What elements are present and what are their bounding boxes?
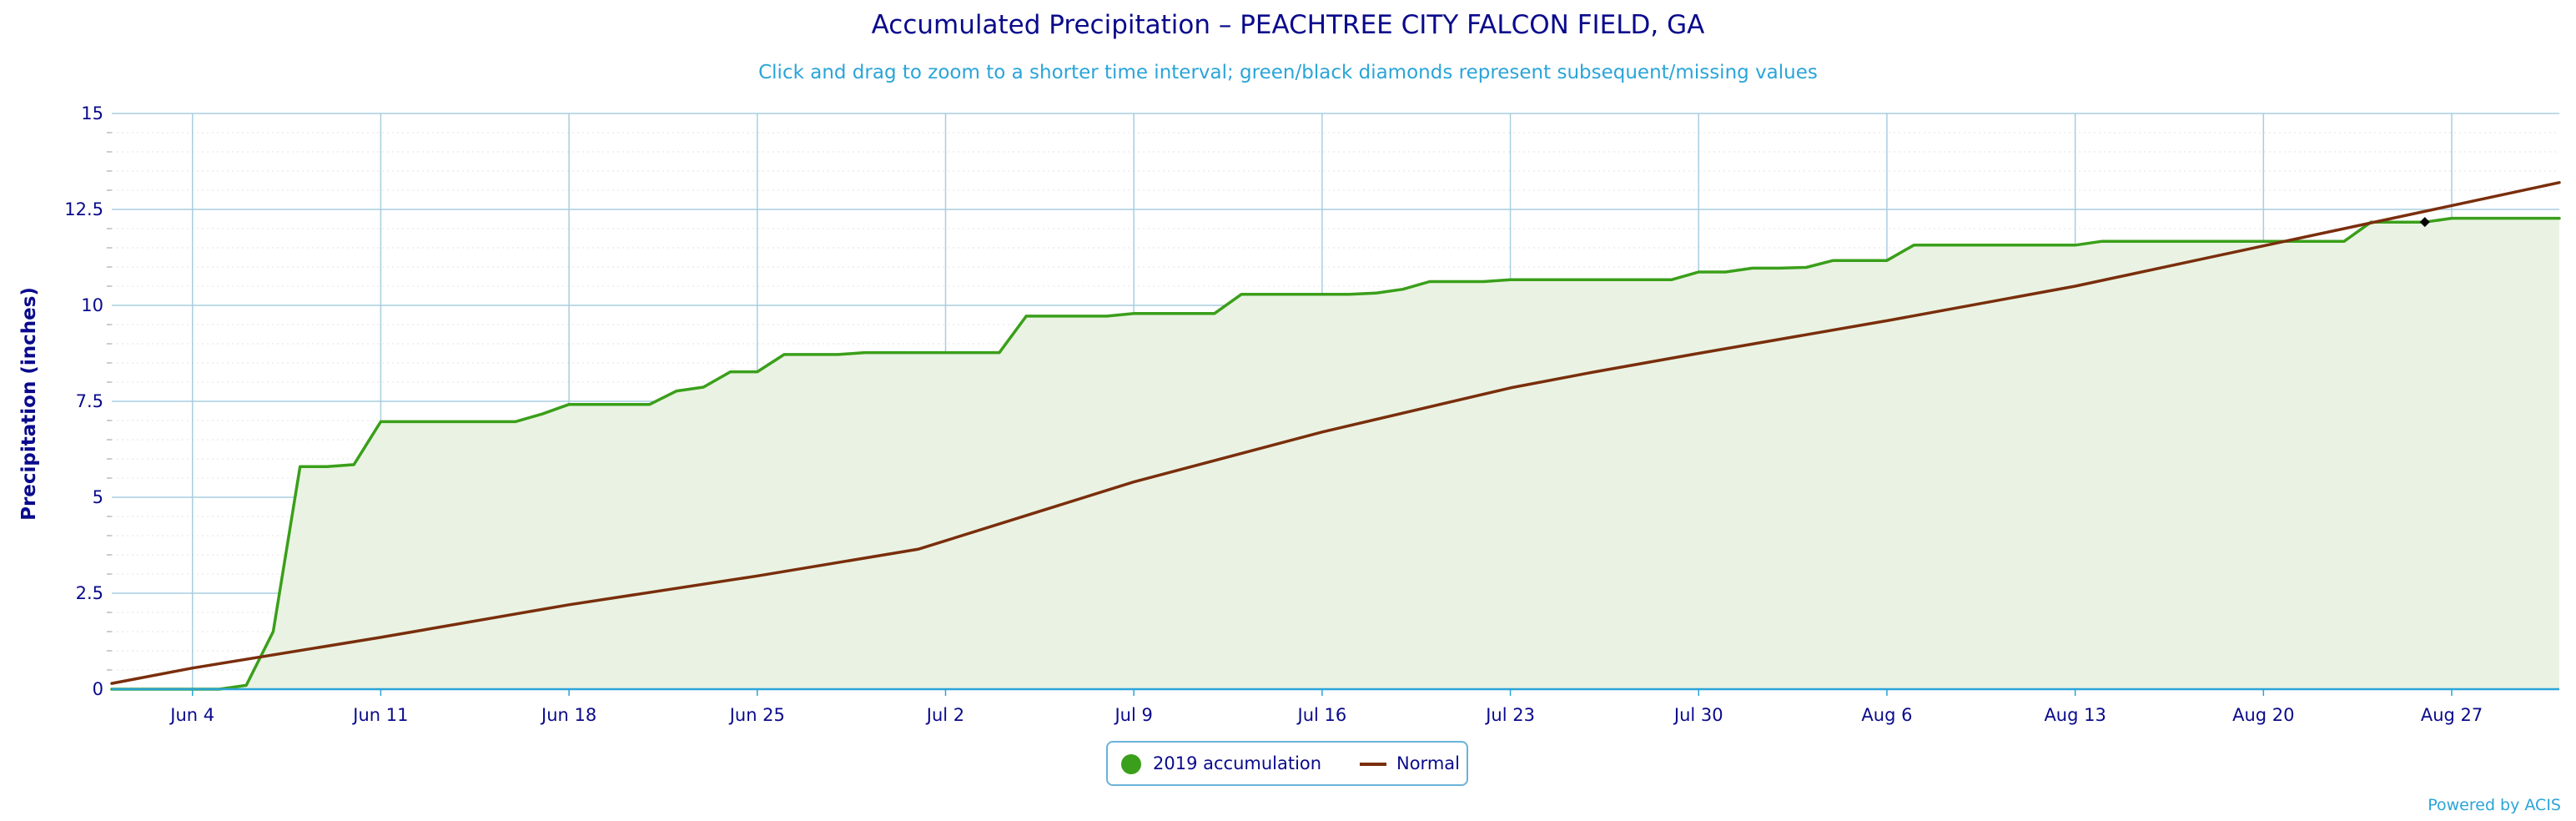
- y-axis-title: Precipitation (inches): [18, 287, 40, 521]
- accumulation-area: [112, 218, 2559, 690]
- chart-title: Accumulated Precipitation – PEACHTREE CI…: [871, 10, 1705, 40]
- x-tick-label: Aug 13: [2044, 705, 2106, 725]
- credits-link[interactable]: Powered by ACIS: [2428, 796, 2561, 814]
- x-tick-label: Jul 2: [925, 705, 964, 725]
- y-tick-label: 15: [81, 103, 103, 123]
- missing-value-diamond: [2419, 217, 2430, 228]
- legend-item-accumulation[interactable]: 2019 accumulation: [1121, 743, 1321, 784]
- x-tick-label: Jul 9: [1113, 705, 1152, 725]
- x-tick-label: Jun 11: [351, 705, 408, 725]
- x-tick-label: Jul 30: [1673, 705, 1723, 725]
- axes: 0 2.5 5 7.5 10 12.5 15 Jun 4 Jun 11 Jun 18 Jun 25 J…: [64, 103, 2559, 725]
- chart-legend: 2019 accumulation Normal: [1106, 741, 1468, 786]
- y-tick-label: 12.5: [64, 199, 103, 219]
- y-tick-label: 2.5: [76, 583, 103, 603]
- accumulation-line: [110, 216, 2561, 691]
- y-tick-label: 7.5: [76, 391, 103, 411]
- legend-dot-icon: [1121, 754, 1141, 774]
- x-tick-label: Aug 20: [2232, 705, 2294, 725]
- y-tick-label: 10: [81, 295, 103, 315]
- legend-item-normal[interactable]: Normal: [1360, 743, 1460, 784]
- y-tick-label: 5: [93, 487, 103, 507]
- normal-line: [110, 181, 2561, 685]
- legend-normal-label: Normal: [1396, 753, 1460, 773]
- x-tick-label: Aug 27: [2421, 705, 2483, 725]
- x-tick-label: Aug 6: [1861, 705, 1912, 725]
- y-tick-label: 0: [93, 679, 103, 699]
- x-tick-label: Jul 16: [1296, 705, 1347, 725]
- diamond-markers: [2419, 217, 2430, 228]
- legend-line-icon: [1360, 763, 1386, 766]
- x-tick-label: Jun 25: [728, 705, 785, 725]
- chart-subtitle: Click and drag to zoom to a shorter time…: [758, 62, 1818, 83]
- legend-accumulation-label: 2019 accumulation: [1153, 753, 1322, 773]
- series-lines: [110, 181, 2561, 691]
- accumulation-area-fill: [112, 218, 2559, 690]
- x-tick-label: Jun 18: [540, 705, 596, 725]
- x-tick-label: Jul 23: [1484, 705, 1535, 725]
- x-tick-label: Jun 4: [169, 705, 214, 725]
